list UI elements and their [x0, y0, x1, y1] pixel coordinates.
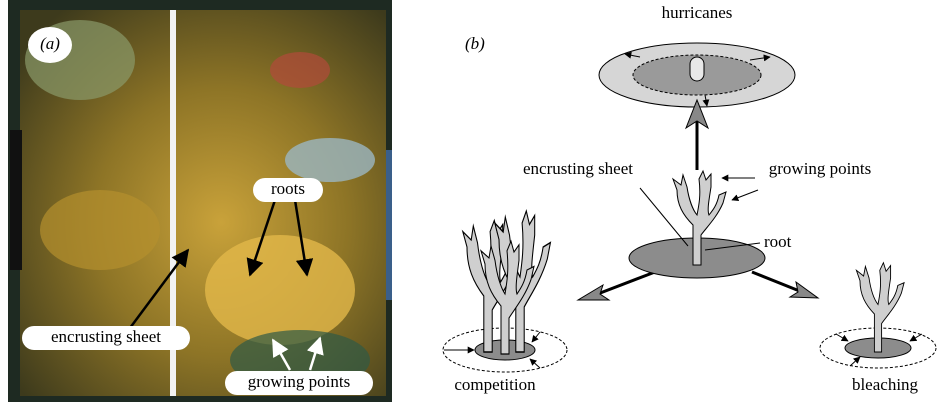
- roots-label: roots: [253, 178, 323, 202]
- hurricane-disturbance: [599, 43, 795, 107]
- encrusting-sheet-label: encrusting sheet: [523, 159, 633, 178]
- central-colony: [629, 171, 765, 278]
- hurricanes-label: hurricanes: [662, 3, 733, 22]
- encrusting-sheet-label: encrusting sheet: [22, 326, 190, 350]
- annotation: roots: [271, 179, 305, 198]
- bleaching-colony: [820, 263, 936, 368]
- panel-a-label: (a): [28, 27, 72, 63]
- annotation: growing points: [248, 372, 350, 391]
- growing-points-label: growing points: [769, 159, 871, 178]
- panel-label: (b): [465, 34, 485, 53]
- competition-label: competition: [454, 375, 536, 394]
- root-label: root: [764, 232, 792, 251]
- annotation: encrusting sheet: [51, 327, 161, 346]
- growing-points-label: growing points: [225, 371, 373, 395]
- bleaching-label: bleaching: [852, 375, 919, 394]
- figure: (a) roots encrusting sheet growing point…: [0, 0, 938, 402]
- panel-label: (a): [40, 34, 60, 53]
- competition-colony: [443, 211, 567, 372]
